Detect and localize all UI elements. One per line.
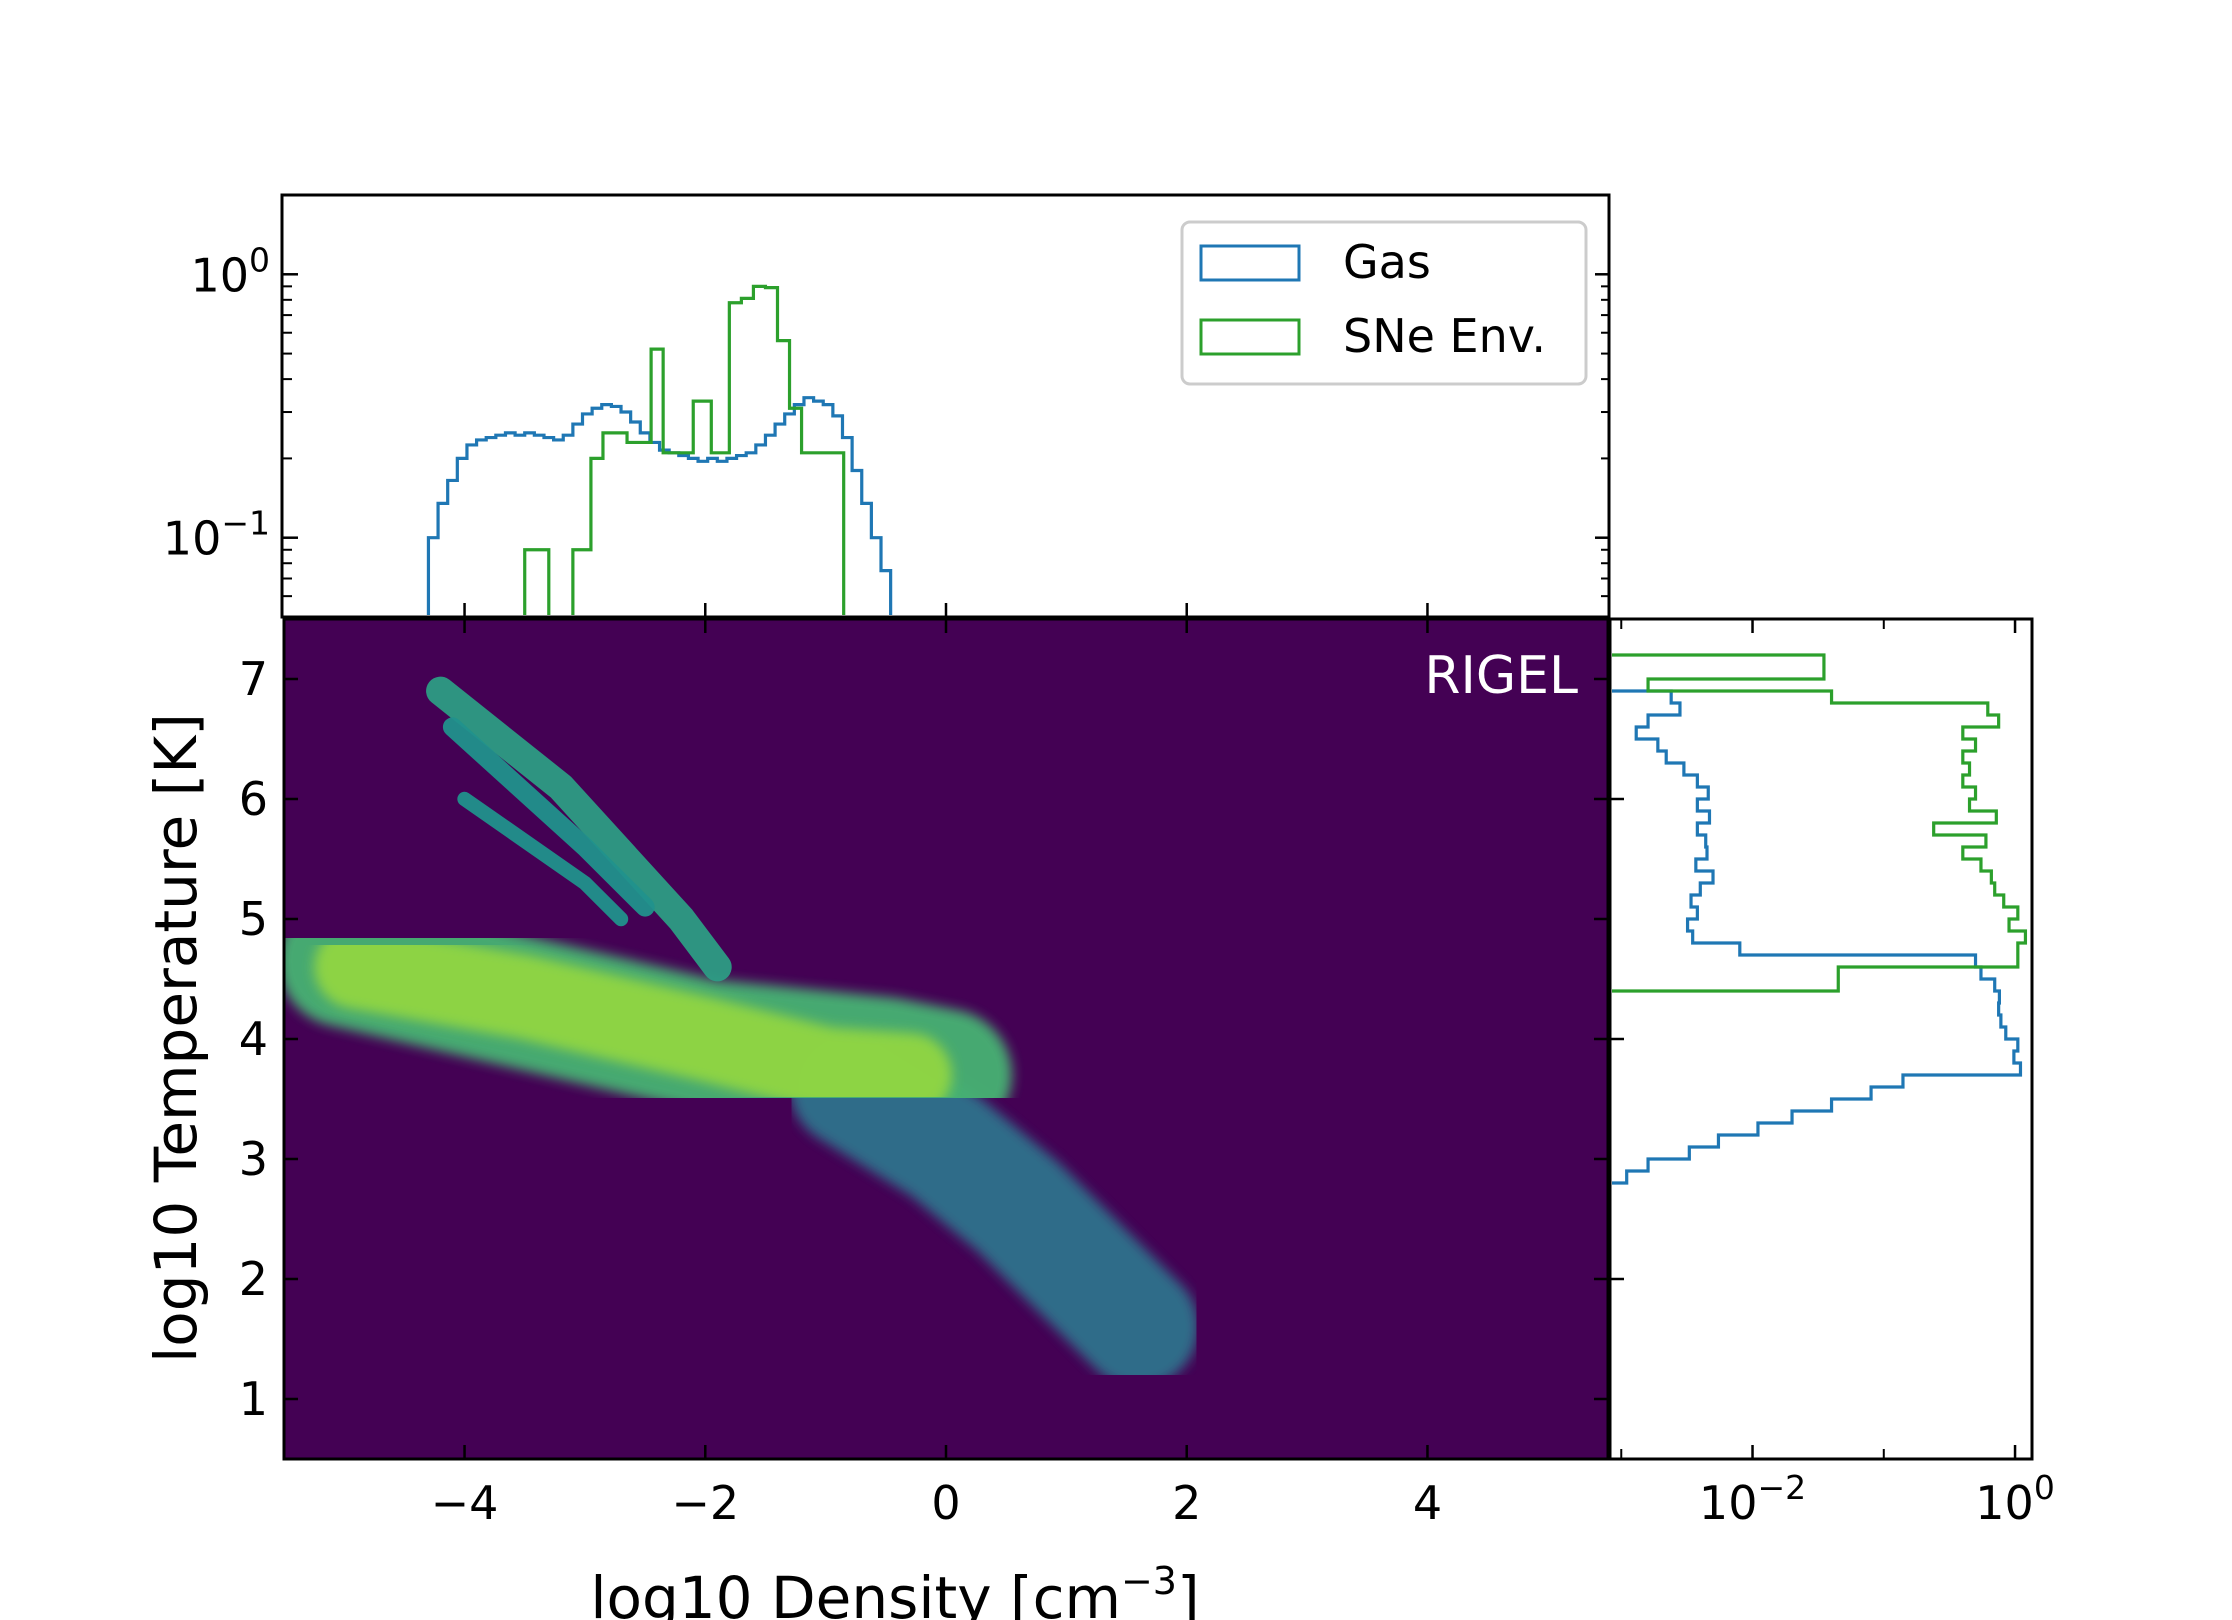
right-histogram: 10−2 100 — [1608, 617, 2055, 1530]
right-histogram-ticks — [1610, 619, 2017, 1459]
heatmap-region-hot-diagonal-3 — [457, 791, 629, 927]
y-tick-label: 1 — [239, 1372, 268, 1426]
right-histogram-border — [1608, 617, 2034, 1461]
y-axis-label: log10 Temperature [K] — [142, 713, 210, 1363]
x-tick-label: −4 — [431, 1476, 499, 1530]
right-histogram-series-layer — [1612, 653, 2028, 1185]
right-histogram-x-tick-labels: 10−2 100 — [1699, 1468, 2055, 1530]
x-tick-label: −2 — [671, 1476, 739, 1530]
legend-label-gas: Gas — [1343, 235, 1431, 289]
right-series-sne — [1612, 653, 2028, 993]
y-tick-label: 4 — [239, 1012, 268, 1066]
y-tick-label: 2 — [239, 1252, 268, 1306]
x-tick-label: 2 — [1172, 1476, 1201, 1530]
chart-title-annotation: RIGEL — [1424, 646, 1578, 706]
y-tick-labels: 1 2 3 4 5 6 7 — [239, 652, 268, 1426]
legend-frame — [1180, 220, 1588, 386]
x-tick-label: 0 — [931, 1476, 960, 1530]
top-series-gas — [426, 396, 893, 615]
legend-swatch-sne — [1199, 318, 1301, 356]
y-tick-label: 7 — [239, 652, 268, 706]
top-y-tick-label: 10−1 — [163, 504, 270, 566]
top-histogram-border — [280, 193, 1611, 619]
y-tick-label: 5 — [239, 892, 268, 946]
top-histogram-series-layer — [426, 284, 893, 615]
right-x-tick-label: 100 — [1975, 1468, 2055, 1530]
top-histogram-y-tick-labels: 10−1 100 — [163, 240, 270, 565]
y-tick-label: 6 — [239, 772, 268, 826]
main-2d-histogram: −4 −2 0 2 4 1 2 3 4 5 6 7 RIGEL log10 Density [cm−… — [142, 617, 1610, 1620]
x-tick-label: 4 — [1413, 1476, 1442, 1530]
right-x-tick-label: 10−2 — [1699, 1468, 1806, 1530]
heatmap-region-hot-diagonal-2 — [442, 717, 655, 917]
top-series-sne — [523, 284, 846, 615]
heatmap-regions — [284, 676, 1199, 1387]
legend-swatch-gas — [1199, 244, 1301, 282]
heatmap-region-hot-diagonal-1 — [426, 676, 732, 982]
legend-label-sne: SNe Env. — [1343, 309, 1546, 363]
main-border — [282, 617, 1610, 1461]
heatmap-region-main-band-core — [314, 925, 952, 1117]
top-y-tick-label: 100 — [190, 240, 270, 302]
right-histogram-frame — [1610, 619, 2032, 1459]
top-histogram: 10−1 100 Gas SNe Env. — [163, 193, 1611, 619]
legend: Gas SNe Env. — [1180, 220, 1588, 386]
right-series-gas — [1612, 689, 2023, 1185]
x-axis-label: log10 Density [cm−3] — [590, 1559, 1199, 1620]
y-tick-label: 3 — [239, 1132, 268, 1186]
main-ticks — [284, 619, 1608, 1459]
x-tick-labels: −4 −2 0 2 4 — [431, 1476, 1442, 1530]
